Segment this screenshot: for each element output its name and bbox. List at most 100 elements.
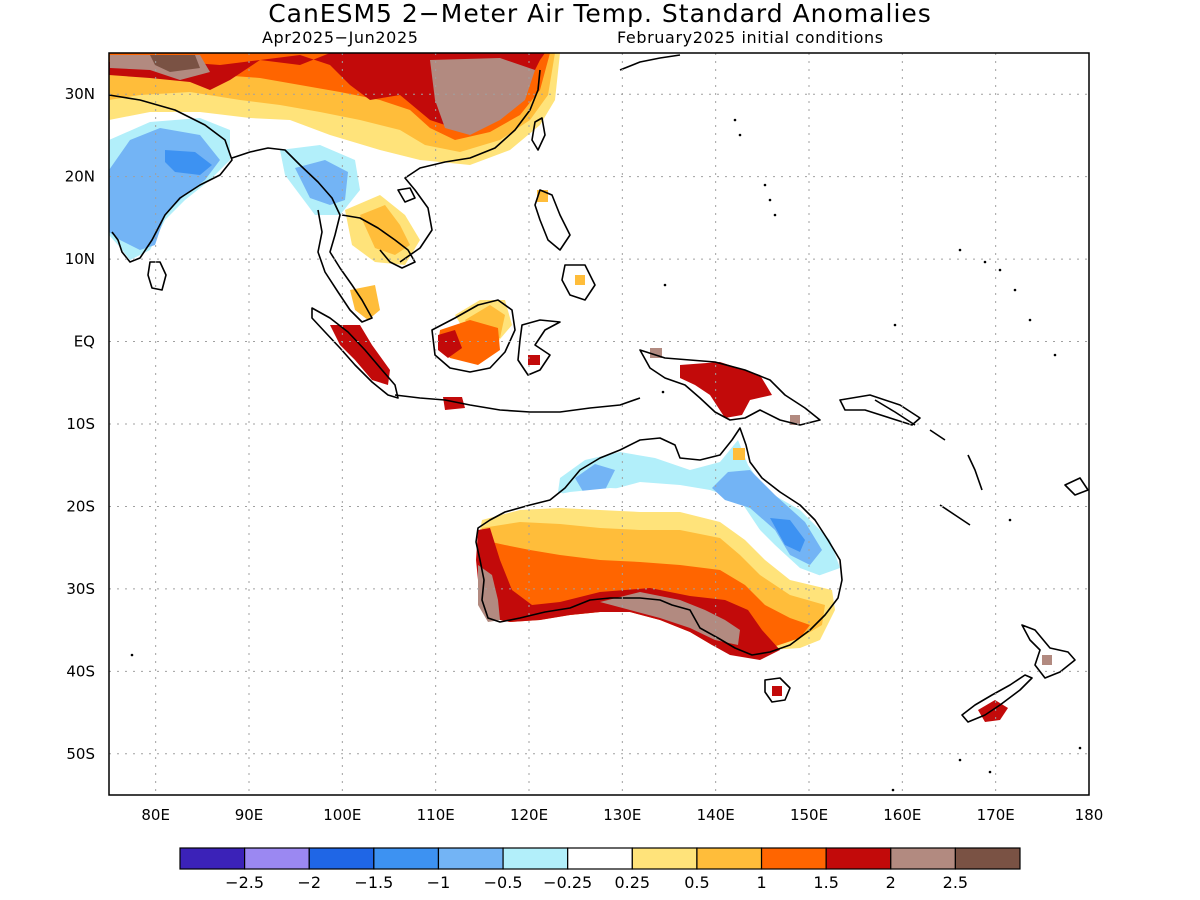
colorbar-swatch bbox=[244, 847, 310, 870]
colorbar-label: 2.5 bbox=[943, 873, 968, 892]
colorbar-swatch bbox=[954, 847, 1021, 870]
coast-hainan bbox=[397, 187, 416, 203]
lat-tick-label: 30S bbox=[66, 580, 95, 598]
lon-tick-label: 130E bbox=[603, 806, 641, 824]
sumatra-warm bbox=[330, 325, 390, 385]
colorbar-swatch bbox=[890, 847, 956, 870]
island-6 bbox=[998, 268, 1002, 272]
colorbar-label: −0.5 bbox=[484, 873, 523, 892]
australia-cool-mid bbox=[575, 464, 615, 495]
lat-tick-label: 10S bbox=[66, 415, 95, 433]
lon-tick-label: 170E bbox=[977, 806, 1015, 824]
island-13 bbox=[738, 133, 742, 137]
small-islands bbox=[130, 118, 1082, 792]
colorbar: −2.5 −2 −1.5 −1 −0.5 −0.25 0.25 0.5 1 1.5 2 2.5 bbox=[179, 847, 1021, 892]
tasmania-warm bbox=[772, 686, 782, 696]
mindanao-warm bbox=[575, 275, 585, 285]
coast-new-caledonia bbox=[939, 504, 971, 526]
island-4 bbox=[958, 248, 962, 252]
lon-tick-label: 100E bbox=[323, 806, 361, 824]
coast-new-guinea bbox=[639, 349, 821, 426]
coast-sumatra bbox=[311, 307, 399, 399]
colorbar-label: −0.25 bbox=[543, 873, 592, 892]
coast-fiji bbox=[1064, 477, 1089, 496]
island-8 bbox=[1028, 318, 1032, 322]
colorbar-label: 1.5 bbox=[813, 873, 838, 892]
island-16 bbox=[958, 758, 962, 762]
island-3 bbox=[773, 213, 777, 217]
indochina-cool-mid bbox=[295, 160, 348, 205]
lon-tick-label: 180 bbox=[1075, 806, 1104, 824]
colorbar-swatch bbox=[179, 847, 246, 870]
island-15 bbox=[1078, 746, 1082, 750]
colorbar-swatch bbox=[696, 847, 763, 870]
lon-tick-label: 150E bbox=[790, 806, 828, 824]
colorbar-label: 1 bbox=[756, 873, 766, 892]
lat-tick-label: 30N bbox=[65, 85, 95, 103]
forecast-period: Apr2025−Jun2025 bbox=[262, 28, 419, 47]
coast-vanuatu bbox=[967, 454, 983, 491]
borneo-warm-max bbox=[438, 330, 462, 358]
colorbar-label: 0.25 bbox=[614, 873, 650, 892]
coast-taiwan bbox=[531, 117, 546, 151]
lat-tick-label: 40S bbox=[66, 662, 95, 680]
lat-axis: 30N 20N 10N EQ 10S 20S 30S 40S 50S bbox=[65, 85, 95, 763]
new-guinea-warm bbox=[680, 362, 772, 418]
island-14 bbox=[130, 653, 134, 657]
coast-asia bbox=[109, 69, 541, 323]
colorbar-label: −1.5 bbox=[354, 873, 393, 892]
australia-cool-strong bbox=[770, 518, 805, 552]
coast-sulawesi bbox=[517, 319, 561, 376]
coast-luzon bbox=[534, 189, 571, 251]
island-5 bbox=[983, 260, 987, 264]
colorbar-swatch bbox=[437, 847, 504, 870]
lon-tick-label: 160E bbox=[883, 806, 921, 824]
lon-tick-label: 110E bbox=[417, 806, 455, 824]
island-17 bbox=[988, 770, 992, 774]
grid bbox=[109, 53, 1090, 795]
coast-nz-north bbox=[1021, 624, 1076, 679]
island-11 bbox=[663, 283, 667, 287]
lat-tick-label: 20N bbox=[65, 168, 95, 186]
map-title: CanESM5 2−Meter Air Temp. Standard Anoma… bbox=[268, 0, 932, 28]
india-cool-strong bbox=[165, 150, 212, 175]
colorbar-swatch bbox=[631, 847, 698, 870]
coast-new-britain bbox=[839, 394, 921, 426]
coastlines bbox=[109, 54, 1089, 723]
china-brown bbox=[430, 58, 535, 135]
coast-borneo bbox=[431, 299, 516, 373]
colorbar-swatch bbox=[502, 847, 569, 870]
lon-tick-label: 80E bbox=[141, 806, 170, 824]
colorbar-swatch bbox=[373, 847, 440, 870]
coast-australia bbox=[475, 427, 843, 656]
lat-tick-label: EQ bbox=[74, 333, 95, 351]
tibet-dark bbox=[150, 55, 200, 72]
colorbar-swatch bbox=[825, 847, 892, 870]
lat-tick-label: 20S bbox=[66, 497, 95, 515]
coast-tasmania bbox=[764, 677, 791, 703]
cape-york-warm bbox=[733, 448, 745, 460]
island-10 bbox=[893, 323, 897, 327]
island-7 bbox=[1013, 288, 1017, 292]
colorbar-label: 0.5 bbox=[684, 873, 709, 892]
coast-japan bbox=[619, 54, 681, 71]
lon-tick-label: 120E bbox=[510, 806, 548, 824]
lon-tick-label: 90E bbox=[235, 806, 264, 824]
island-20 bbox=[661, 390, 665, 394]
coast-nz-south bbox=[961, 674, 1033, 723]
colorbar-label: 2 bbox=[886, 873, 896, 892]
island-12 bbox=[733, 118, 737, 122]
sulawesi-warm bbox=[528, 355, 540, 365]
island-2 bbox=[768, 198, 772, 202]
nz-brown bbox=[1042, 655, 1052, 665]
colorbar-swatch bbox=[760, 847, 827, 870]
lon-tick-label: 140E bbox=[697, 806, 735, 824]
lat-tick-label: 10N bbox=[65, 250, 95, 268]
coast-java bbox=[394, 394, 641, 413]
coast-solomons bbox=[874, 399, 946, 441]
island-9 bbox=[1053, 353, 1057, 357]
coast-mindanao bbox=[561, 264, 596, 301]
island-1 bbox=[763, 183, 767, 187]
lat-tick-label: 50S bbox=[66, 745, 95, 763]
